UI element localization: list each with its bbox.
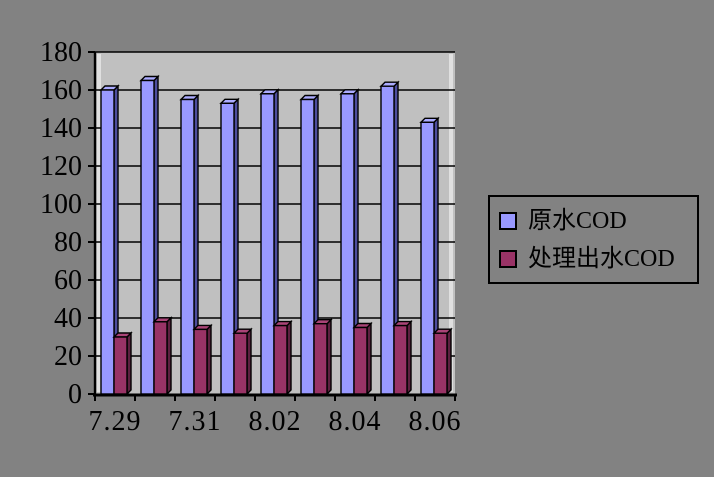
x-tick-label: 7.29: [89, 406, 142, 437]
bar-treated-cod-8: [433, 332, 448, 395]
x-tick-label: 8.02: [249, 406, 302, 437]
bar-raw-cod-8: [420, 121, 435, 395]
bar-raw-cod-5: [300, 98, 315, 395]
bar-raw-cod-4: [260, 93, 275, 395]
y-tick-label: 0: [68, 379, 82, 410]
y-tick-label: 140: [40, 113, 82, 144]
bar-raw-cod-7: [380, 85, 395, 395]
y-tick-label: 180: [40, 37, 82, 68]
bar-raw-cod-1: [140, 79, 155, 395]
y-tick-label: 160: [40, 75, 82, 106]
bar-raw-cod-2: [180, 98, 195, 395]
y-tick-label: 20: [54, 341, 82, 372]
bar-treated-cod-2: [193, 328, 208, 395]
y-tick-label: 60: [54, 265, 82, 296]
bar-treated-cod-4: [273, 324, 288, 395]
y-tick-label: 120: [40, 151, 82, 182]
bar-treated-cod-5: [313, 323, 328, 395]
bar-treated-cod-7: [393, 324, 408, 395]
bar-raw-cod-0: [100, 89, 115, 395]
legend-swatch-raw-cod: [499, 211, 517, 230]
legend-label-treated-cod: 处理出水COD: [528, 245, 675, 272]
x-tick-label: 7.31: [169, 406, 222, 437]
legend-label-raw-cod: 原水COD: [528, 207, 627, 234]
bar-treated-cod-6: [353, 326, 368, 395]
legend-swatch-treated-cod: [499, 249, 517, 268]
bar-raw-cod-3: [220, 102, 235, 395]
y-tick-label: 80: [54, 227, 82, 258]
legend: 原水COD 处理出水COD: [488, 195, 699, 284]
bar-treated-cod-3: [233, 332, 248, 395]
y-tick-label: 40: [54, 303, 82, 334]
y-tick-label: 100: [40, 189, 82, 220]
legend-item-raw-cod: 原水COD: [499, 209, 697, 233]
x-tick-label: 8.06: [409, 406, 462, 437]
legend-item-treated-cod: 处理出水COD: [499, 247, 697, 271]
x-tick-label: 8.04: [329, 406, 382, 437]
plot-left-highlight: [97, 54, 101, 392]
plot-right-highlight: [449, 54, 453, 392]
bar-treated-cod-1: [153, 321, 168, 395]
bar-raw-cod-6: [340, 93, 355, 395]
bar-treated-cod-0: [113, 336, 128, 395]
